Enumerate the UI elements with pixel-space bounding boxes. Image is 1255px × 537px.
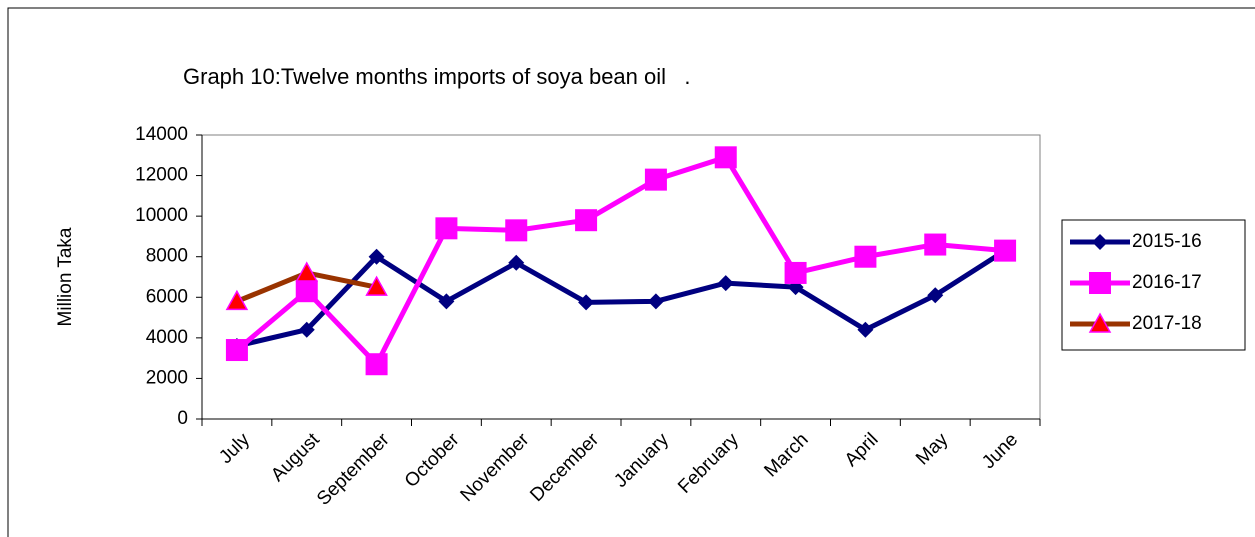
- marker: [295, 280, 318, 303]
- x-tick-label: April: [841, 429, 883, 471]
- legend-marker: [1092, 234, 1108, 250]
- x-tick-label: December: [526, 429, 603, 506]
- chart-title: Graph 10:Twelve months imports of soya b…: [183, 64, 690, 89]
- y-tick-label: 4000: [146, 327, 188, 348]
- series-line: [235, 154, 1006, 367]
- marker: [857, 321, 874, 338]
- x-tick-label: November: [457, 429, 534, 506]
- marker: [298, 321, 315, 338]
- y-tick-label: 14000: [135, 124, 188, 145]
- marker: [994, 239, 1017, 262]
- marker: [644, 168, 667, 191]
- x-tick-label: July: [215, 429, 254, 468]
- marker: [854, 245, 877, 268]
- marker: [365, 275, 388, 296]
- y-tick-label: 12000: [135, 165, 188, 186]
- marker: [578, 294, 595, 311]
- marker: [784, 261, 807, 284]
- x-tick-label: February: [674, 429, 743, 498]
- y-tick-label: 2000: [146, 367, 188, 388]
- y-tick-label: 10000: [135, 205, 188, 226]
- frame: [7, 7, 1255, 537]
- marker: [927, 287, 944, 304]
- marker: [438, 293, 455, 310]
- marker: [295, 261, 319, 282]
- marker: [368, 248, 385, 265]
- x-tick-label: January: [610, 429, 673, 492]
- legend-marker: [1089, 272, 1111, 294]
- x-tick-label: June: [978, 429, 1022, 473]
- marker: [575, 209, 598, 232]
- legend-marker: [1088, 312, 1112, 333]
- y-tick-label: 6000: [146, 286, 188, 307]
- marker: [924, 233, 947, 256]
- legend-label: 2015-16: [1132, 231, 1202, 252]
- marker: [714, 146, 737, 169]
- y-axis-label: Million Taka: [55, 227, 76, 326]
- y-tick-label: 8000: [146, 246, 188, 267]
- marker: [505, 219, 528, 242]
- legend-label: 2017-18: [1132, 313, 1202, 334]
- legend-label: 2016-17: [1132, 272, 1202, 293]
- marker: [225, 339, 248, 362]
- x-tick-label: August: [267, 429, 324, 486]
- y-tick-label: 0: [177, 408, 188, 429]
- marker: [225, 289, 249, 311]
- marker: [508, 254, 525, 271]
- x-tick-label: September: [313, 429, 394, 510]
- x-tick-label: March: [760, 429, 812, 481]
- series-line: [236, 248, 1007, 349]
- marker: [365, 353, 388, 376]
- x-tick-label: May: [912, 429, 953, 470]
- marker: [435, 217, 458, 240]
- marker: [717, 275, 734, 292]
- marker: [647, 293, 664, 310]
- x-tick-label: October: [401, 429, 464, 492]
